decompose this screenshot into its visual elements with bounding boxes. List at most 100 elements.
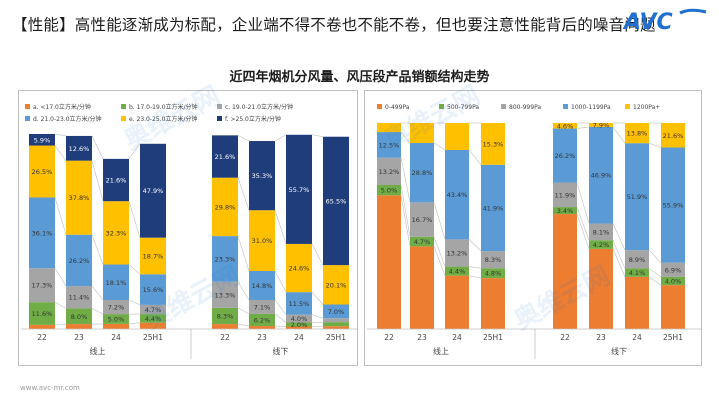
connector-line — [91, 160, 104, 202]
connector-line — [468, 149, 482, 166]
data-label: 47.9% — [143, 187, 164, 195]
bar-segment — [553, 128, 577, 183]
bar-segment — [140, 304, 166, 315]
bar-segment — [553, 182, 577, 208]
legend-label-2: 800-999Pa — [509, 104, 541, 111]
legend-label-2: c. 19.0-21.0立方米/分钟 — [225, 103, 293, 111]
legend-label-3: d. 21.0-23.0立方米/分钟 — [33, 115, 102, 123]
bar-segment — [66, 324, 92, 329]
bar-segment — [249, 326, 275, 329]
data-label: 35.3% — [252, 172, 273, 180]
data-label: 8.1% — [593, 228, 610, 236]
connector-line — [237, 177, 250, 211]
connector-line — [128, 143, 141, 160]
tick-label: 23 — [74, 333, 84, 342]
bar-segment — [377, 123, 401, 133]
bar-segment — [286, 326, 312, 329]
bar-segment — [481, 268, 505, 279]
connector-line — [128, 322, 141, 325]
avc-logo: AVC — [620, 8, 710, 35]
bar-segment — [661, 147, 685, 263]
data-label: 4.6% — [557, 122, 574, 130]
data-label: 46.9% — [591, 172, 612, 180]
connector-line — [54, 301, 67, 309]
bar-segment — [445, 266, 469, 276]
data-label: 7.9% — [593, 121, 610, 129]
data-label: 20.1% — [326, 281, 347, 289]
bar-segment — [445, 239, 469, 267]
data-label: 8.9% — [629, 256, 646, 264]
bar-segment — [103, 299, 129, 315]
connector-line — [433, 202, 446, 240]
connector-line — [612, 240, 626, 269]
connector-line — [468, 239, 482, 252]
connector-line — [54, 197, 67, 235]
tick-label: 22 — [384, 333, 394, 342]
legend-swatch-4 — [625, 104, 630, 109]
airflow-chart: a. <17.0立方米/分钟 b. 17.0-19.0立方米/分钟 c. 19.0-… — [21, 103, 357, 359]
bar-segment — [286, 243, 312, 293]
connector-line — [576, 126, 590, 129]
bar-segment — [323, 265, 349, 305]
data-label: 13.3% — [215, 291, 236, 299]
data-label: 11.4% — [69, 294, 90, 302]
bar-segment — [589, 126, 613, 224]
tick-label: 25H1 — [483, 333, 503, 342]
connector-line — [311, 291, 324, 305]
bar-segment — [589, 223, 613, 241]
bar-segment — [661, 262, 685, 277]
bar-segment — [103, 158, 129, 202]
bar-segment — [140, 314, 166, 323]
bar-segment — [625, 123, 649, 144]
legend-label-1: 500-799Pa — [447, 104, 479, 111]
data-label: 4.0% — [291, 315, 308, 323]
bar-segment — [286, 322, 312, 327]
connector-line — [54, 145, 67, 161]
connector-line — [576, 182, 590, 224]
connector-line — [91, 234, 104, 265]
data-label: 32.3% — [106, 229, 127, 237]
data-label: 12.6% — [69, 145, 90, 153]
bar-segment — [661, 276, 685, 286]
connector-line — [648, 142, 662, 148]
bar-segment — [212, 281, 238, 308]
tick-label: 22 — [37, 333, 47, 342]
bar-segment — [249, 270, 275, 300]
bar-segment — [66, 135, 92, 161]
connector-line — [648, 276, 662, 286]
data-label: 11.5% — [289, 300, 310, 308]
connector-line — [400, 157, 411, 203]
connector-line — [468, 275, 482, 279]
bar-segment — [66, 308, 92, 325]
bar-segment — [212, 307, 238, 325]
connector-line — [128, 201, 141, 238]
bar-segment — [140, 237, 166, 275]
bar-segment — [66, 234, 92, 287]
bar-segment — [212, 177, 238, 237]
bar-segment — [661, 123, 685, 148]
bar-segment — [286, 134, 312, 244]
connector-line — [433, 246, 446, 276]
connector-line — [400, 195, 411, 247]
bar-segment — [410, 123, 434, 143]
bar-segment — [553, 123, 577, 129]
data-label: 55.7% — [289, 186, 310, 194]
bar-segment — [377, 185, 401, 196]
data-label: 13.2% — [379, 168, 400, 176]
tick-label: 25H1 — [663, 333, 683, 342]
bar-segment — [103, 323, 129, 329]
bar-segment — [410, 142, 434, 203]
connector-line — [433, 236, 446, 267]
tick-label: 23 — [257, 333, 267, 342]
bar-segment — [481, 278, 505, 329]
data-label: 18.7% — [143, 252, 164, 260]
bar-segment — [323, 318, 349, 323]
bar-segment — [323, 136, 349, 266]
connector-line — [91, 308, 104, 315]
bar-segment — [377, 132, 401, 158]
bar-segment — [29, 197, 55, 269]
bar-segment — [589, 240, 613, 249]
connector-line — [612, 248, 626, 278]
data-label: 26.2% — [69, 257, 90, 265]
bar-segment — [29, 268, 55, 303]
